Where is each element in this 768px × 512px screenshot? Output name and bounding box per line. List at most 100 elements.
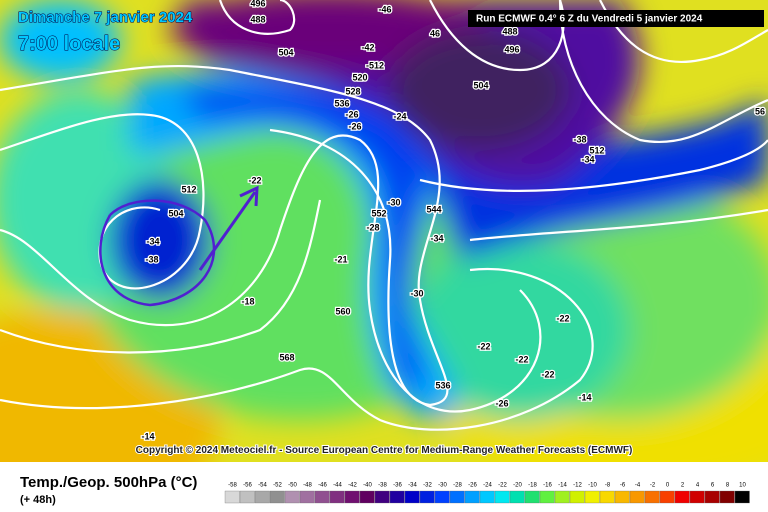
scale-label: -8 — [605, 483, 611, 489]
scale-label: 8 — [726, 483, 730, 489]
scale-swatch — [389, 490, 405, 504]
contour-label: -26 — [495, 398, 508, 408]
contour-label: -38 — [573, 134, 586, 144]
footer-bg — [0, 462, 768, 512]
scale-label: -36 — [393, 483, 402, 489]
contour-label: 552 — [371, 208, 386, 218]
contour-label: 488 — [250, 14, 265, 24]
scale-label: -22 — [498, 483, 507, 489]
scale-label: -14 — [558, 483, 567, 489]
scale-label: 2 — [681, 483, 685, 489]
scale-label: -6 — [620, 483, 626, 489]
contour-label: 46 — [430, 28, 440, 38]
contour-label: 488 — [502, 26, 517, 36]
scale-swatch — [359, 490, 375, 504]
scale-label: -16 — [543, 483, 552, 489]
contour-label: -24 — [393, 111, 406, 121]
contour-label: 536 — [334, 98, 349, 108]
contour-label: -34 — [581, 154, 594, 164]
scale-swatch — [674, 490, 690, 504]
color-scale: -58 -56 -54 -52 -50 -48 -46 -44 -42 -40 -38 -36 -34-… — [224, 483, 750, 504]
run-info: Run ECMWF 0.4° 6 Z du Vendredi 5 janvier… — [476, 14, 703, 25]
contour-label: -34 — [146, 236, 159, 246]
scale-label: 4 — [696, 483, 700, 489]
contour-label: 504 — [278, 47, 293, 57]
scale-label: -42 — [348, 483, 357, 489]
scale-label: -20 — [513, 483, 522, 489]
contour-label: 520 — [352, 72, 367, 82]
parameter-label: Temp./Geop. 500hPa (°C) — [20, 474, 197, 491]
scale-label: -38 — [378, 483, 387, 489]
scale-swatch — [224, 490, 240, 504]
contour-label: 528 — [345, 86, 360, 96]
scale-swatch — [584, 490, 600, 504]
contour-label: -18 — [241, 296, 254, 306]
contour-label: -38 — [145, 254, 158, 264]
scale-swatch — [404, 490, 420, 504]
contour-label: 544 — [426, 204, 441, 214]
contour-label: -14 — [141, 431, 154, 441]
scale-label: -2 — [650, 483, 656, 489]
scale-label: -50 — [288, 483, 297, 489]
contour-label: 504 — [168, 208, 183, 218]
scale-swatch — [644, 490, 660, 504]
scale-swatch — [344, 490, 360, 504]
contour-label: 56 — [755, 106, 765, 116]
contour-label: -22 — [477, 341, 490, 351]
contour-label: -22 — [556, 313, 569, 323]
annotation-circle — [99, 199, 216, 307]
scale-label: -12 — [573, 483, 582, 489]
scale-swatch — [494, 490, 510, 504]
contour-label: -22 — [248, 175, 261, 185]
scale-swatch — [659, 490, 675, 504]
scale-swatch — [539, 490, 555, 504]
scale-label: 0 — [666, 483, 670, 489]
scale-swatch — [269, 490, 285, 504]
scale-label: -24 — [483, 483, 492, 489]
contour-label: -46 — [378, 4, 391, 14]
contour-label: 536 — [435, 380, 450, 390]
scale-label: -46 — [318, 483, 327, 489]
run-box — [468, 10, 764, 27]
scale-label: -32 — [423, 483, 432, 489]
contour-label: -34 — [430, 233, 443, 243]
scale-label: -18 — [528, 483, 537, 489]
scale-label: -52 — [273, 483, 282, 489]
contour-label: 496 — [504, 44, 519, 54]
scale-swatch — [689, 490, 705, 504]
scale-label: 10 — [739, 483, 746, 489]
contour-label: 512 — [181, 184, 196, 194]
scale-label: -44 — [333, 483, 342, 489]
scale-label: -48 — [303, 483, 312, 489]
scale-swatch — [704, 490, 720, 504]
scale-swatch — [284, 490, 300, 504]
scale-label: -28 — [453, 483, 462, 489]
scale-swatch — [434, 490, 450, 504]
contour-label: -30 — [410, 288, 423, 298]
contour-label: 504 — [473, 80, 488, 90]
scale-swatch — [524, 490, 540, 504]
scale-swatch — [239, 490, 255, 504]
contour-label: 512 — [589, 145, 604, 155]
scale-label: -40 — [363, 483, 372, 489]
scale-label: -34 — [408, 483, 417, 489]
scale-swatch — [599, 490, 615, 504]
scale-label: 6 — [711, 483, 715, 489]
scale-swatch — [299, 490, 315, 504]
scale-swatch — [629, 490, 645, 504]
contour-label: -42 — [361, 42, 374, 52]
scale-swatch — [314, 490, 330, 504]
scale-swatch — [734, 490, 750, 504]
scale-swatch — [374, 490, 390, 504]
copyright: Copyright © 2024 Meteociel.fr - Source E… — [136, 445, 633, 456]
scale-swatch — [254, 490, 270, 504]
lead-label: (+ 48h) — [20, 494, 56, 506]
scale-label: -10 — [588, 483, 597, 489]
scale-swatch — [614, 490, 630, 504]
contour-label: -14 — [578, 392, 591, 402]
scale-swatch — [479, 490, 495, 504]
scale-label: -54 — [258, 483, 267, 489]
contour-label: -30 — [387, 197, 400, 207]
